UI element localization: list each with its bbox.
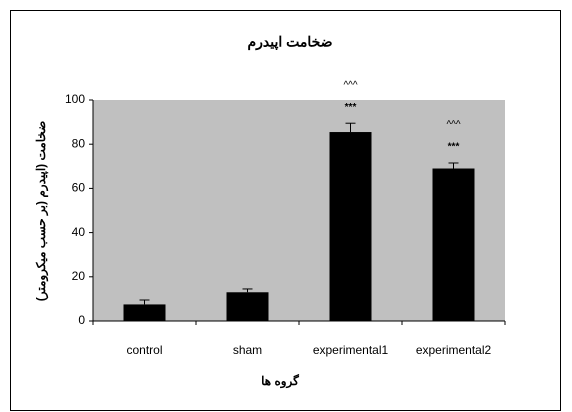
y-tick-label: 100 <box>65 92 85 106</box>
x-tick-label: control <box>126 343 162 357</box>
significance-star: *** <box>448 142 460 153</box>
x-tick-label: sham <box>233 343 262 357</box>
x-axis-label: گروه ها <box>261 373 299 389</box>
bar <box>226 292 269 321</box>
y-tick-label: 40 <box>72 225 86 239</box>
bar <box>432 168 475 321</box>
significance-caret: ^^^ <box>446 120 460 131</box>
y-tick-label: 80 <box>72 136 86 150</box>
chart-title: ضخامت اپیدرم <box>247 34 332 51</box>
significance-caret: ^^^ <box>343 80 357 91</box>
y-tick-label: 0 <box>78 313 85 327</box>
x-tick-label: experimental1 <box>313 343 389 357</box>
bar <box>123 304 166 321</box>
y-tick-label: 60 <box>72 181 86 195</box>
significance-star: *** <box>345 102 357 113</box>
y-axis-label: ضخامت (اپیدرم (بر حسب میکرومتر) <box>34 121 49 302</box>
y-tick-label: 20 <box>72 269 86 283</box>
bar <box>329 132 372 321</box>
x-tick-label: experimental2 <box>416 343 492 357</box>
chart-frame <box>10 10 561 411</box>
